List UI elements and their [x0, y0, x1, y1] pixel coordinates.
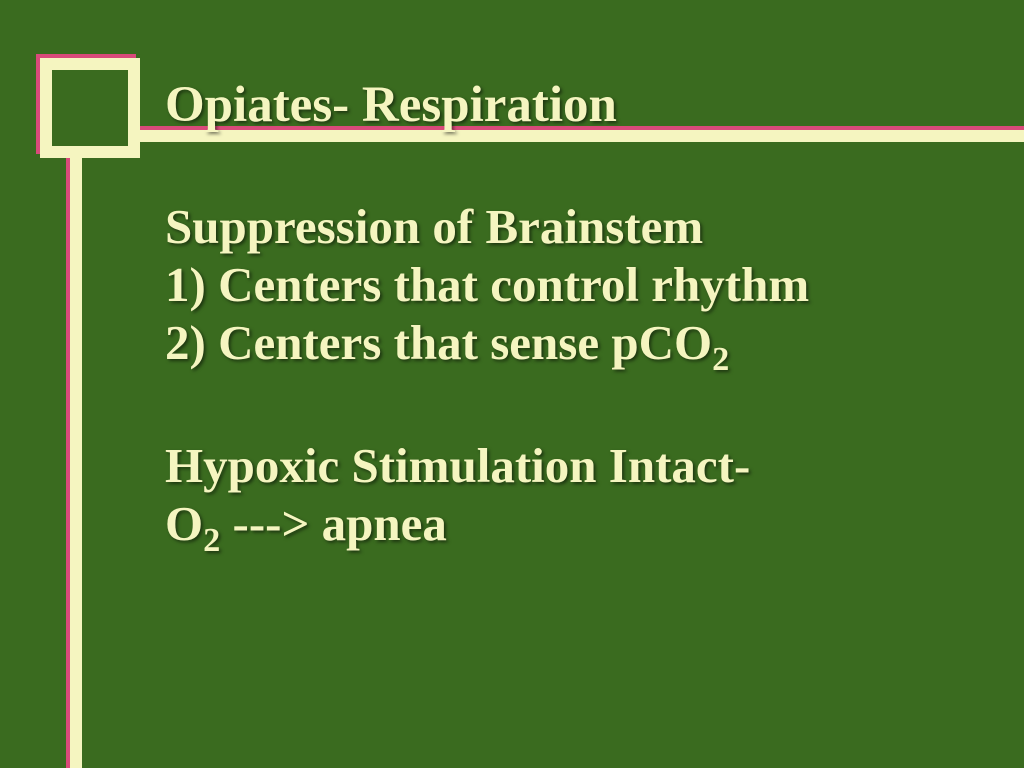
- vertical-rule: [70, 158, 82, 768]
- corner-square-decoration: [40, 58, 140, 158]
- body-line-1: Suppression of Brainstem: [165, 198, 984, 256]
- slide-body: Suppression of Brainstem 1) Centers that…: [165, 198, 984, 560]
- body-line-4: Hypoxic Stimulation Intact-: [165, 437, 984, 495]
- body-line-5: O2 ---> apnea: [165, 495, 984, 560]
- body-line-3: 2) Centers that sense pCO2: [165, 314, 984, 379]
- body-line-5-suffix: ---> apnea: [220, 496, 447, 551]
- body-line-5-prefix: O: [165, 496, 203, 551]
- body-line-3-subscript: 2: [712, 339, 729, 377]
- body-spacer: [165, 379, 984, 437]
- body-line-5-subscript: 2: [203, 521, 220, 559]
- body-line-2: 1) Centers that control rhythm: [165, 256, 984, 314]
- body-line-3-text: 2) Centers that sense pCO: [165, 315, 712, 370]
- slide-title: Opiates- Respiration: [165, 76, 617, 134]
